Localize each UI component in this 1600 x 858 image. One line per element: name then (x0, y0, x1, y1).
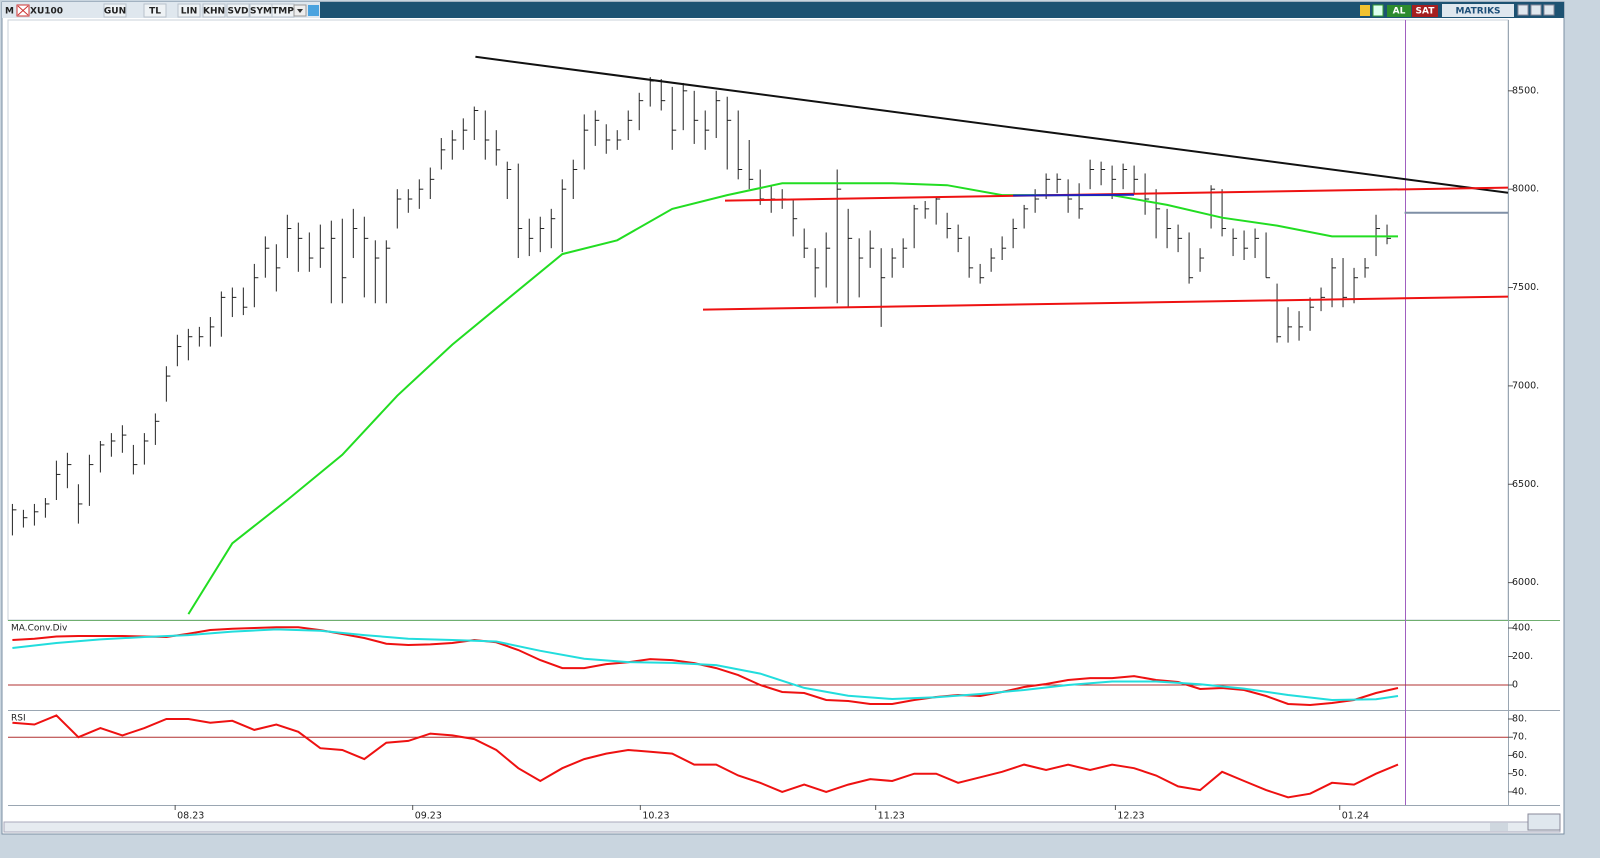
sell-label[interactable]: SAT (1416, 7, 1436, 17)
trend-line (475, 55, 1508, 194)
share-icon[interactable] (308, 5, 319, 16)
icon[interactable] (1360, 5, 1370, 16)
panel (11, 55, 1508, 615)
panel-title: MA.Conv.Div (11, 624, 68, 634)
toolbar-button-label[interactable]: SYM (250, 7, 272, 17)
toolbar-button-label[interactable]: TMP (272, 7, 294, 17)
nav-buttons[interactable] (1527, 813, 1561, 831)
plot: 6000. 6500. 7000. 7500. 8000. 8500. 08.23 09.23… (8, 55, 1539, 822)
x-tick-label: 08.23 (177, 811, 204, 822)
indicator-line (12, 626, 1399, 707)
x-tick-label: 09.23 (415, 811, 442, 822)
indicator-line (12, 714, 1399, 799)
buy-label[interactable]: AL (1393, 7, 1406, 17)
y-tick-label: 0 (1512, 680, 1518, 691)
x-tick-label: 12.23 (1117, 811, 1144, 822)
brand: MATRIKS (1455, 7, 1500, 17)
x-tick-label: 10.23 (642, 811, 669, 822)
y-tick-label: 70. (1512, 732, 1527, 743)
buy-button[interactable] (1387, 5, 1411, 17)
dropdown-arrow (297, 9, 303, 13)
symbol[interactable]: XU100 (30, 7, 63, 17)
indicator-line (12, 628, 1399, 702)
toolbar-button[interactable] (103, 3, 127, 18)
y-tick-label: 40. (1512, 786, 1527, 797)
moving-average (187, 182, 1398, 615)
toolbar-button-label[interactable]: TL (149, 7, 161, 17)
toolbar-button-label[interactable]: GUN (104, 7, 126, 17)
sell-button[interactable] (1412, 5, 1438, 17)
y-tick-label: 7000. (1512, 380, 1539, 391)
y-tick-label: 7500. (1512, 282, 1539, 293)
panel (8, 714, 1508, 799)
icon[interactable] (1372, 4, 1384, 17)
y-tick-label: 50. (1512, 768, 1527, 779)
toolbar-button-label[interactable]: KHN (203, 7, 225, 17)
y-tick-label: 80. (1512, 714, 1527, 725)
panel (8, 626, 1508, 707)
x-tick-label: 11.23 (878, 811, 905, 822)
toolbar-button[interactable] (202, 3, 226, 18)
y-tick-label: 8000. (1512, 184, 1539, 195)
trend-line (702, 295, 1508, 311)
icon-x (17, 5, 29, 16)
scrollbar[interactable] (3, 821, 1561, 833)
scroll-thumb[interactable] (1490, 823, 1508, 831)
brand-box (1442, 4, 1514, 17)
toolbar-buttons: GUN TL LIN KHN SVD SYM TMP (103, 3, 295, 18)
y-tick-label: 8500. (1512, 85, 1539, 96)
menu[interactable]: M (5, 7, 14, 17)
toolbar-button-label[interactable]: SVD (228, 7, 249, 17)
trend-line (1013, 193, 1135, 197)
toolbar-button[interactable] (177, 3, 201, 18)
y-tick-label: 200. (1512, 651, 1533, 662)
toolbar: M XU100 GUN TL LIN KHN SVD SYM TMP AL SAT MATR… (2, 2, 1564, 18)
x-tick-label: 01.24 (1342, 811, 1369, 822)
toolbar-button-label[interactable]: LIN (181, 7, 198, 17)
minimize[interactable] (1517, 4, 1529, 16)
maximize[interactable] (1530, 4, 1542, 16)
y-tick-label: 6500. (1512, 479, 1539, 490)
close[interactable] (1543, 4, 1555, 16)
y-tick-label: 6000. (1512, 577, 1539, 588)
y-tick-label: 60. (1512, 750, 1527, 761)
toolbar-button[interactable] (226, 3, 250, 18)
toolbar-button[interactable] (143, 3, 167, 18)
y-tick-label: 400. (1512, 622, 1533, 633)
window-frame (1, 1, 1565, 835)
toolbar-bg (2, 2, 1564, 18)
panel-title: RSI (11, 714, 26, 724)
